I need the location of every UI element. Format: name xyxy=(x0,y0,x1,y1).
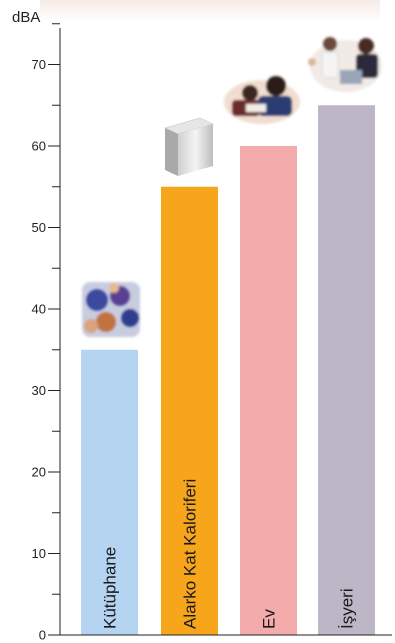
category-label: Kütüphane xyxy=(101,547,120,629)
category-label: İşyeri xyxy=(338,588,357,629)
family-home-photo xyxy=(224,76,300,124)
bar-1 xyxy=(81,349,138,635)
bar-3 xyxy=(240,146,297,635)
y-tick-label: 30 xyxy=(32,383,46,398)
y-tick-label: 50 xyxy=(32,220,46,235)
bar-images-group xyxy=(82,37,382,337)
bar-2 xyxy=(161,186,218,635)
category-label: Ev xyxy=(260,609,279,629)
y-axis-title: dBA xyxy=(12,9,40,26)
bar-4 xyxy=(318,105,375,635)
bars-group xyxy=(81,105,375,635)
category-label: Alarko Kat Kaloriferi xyxy=(181,479,200,629)
y-tick-label: 10 xyxy=(32,546,46,561)
boiler-unit-photo xyxy=(164,117,214,176)
y-tick-label: 0 xyxy=(39,628,46,643)
category-labels-group: Kütüphane Alarko Kat Kaloriferi Ev İşyeri xyxy=(101,479,357,629)
header-glow xyxy=(40,0,380,22)
y-tick-label: 40 xyxy=(32,302,46,317)
y-tick-label: 70 xyxy=(32,57,46,72)
office-workers-photo xyxy=(308,37,382,92)
y-tick-label: 20 xyxy=(32,465,46,480)
y-axis-ticks: 0 10 20 30 40 50 60 70 xyxy=(32,23,60,643)
y-tick-label: 60 xyxy=(32,139,46,154)
library-photo xyxy=(82,282,140,337)
